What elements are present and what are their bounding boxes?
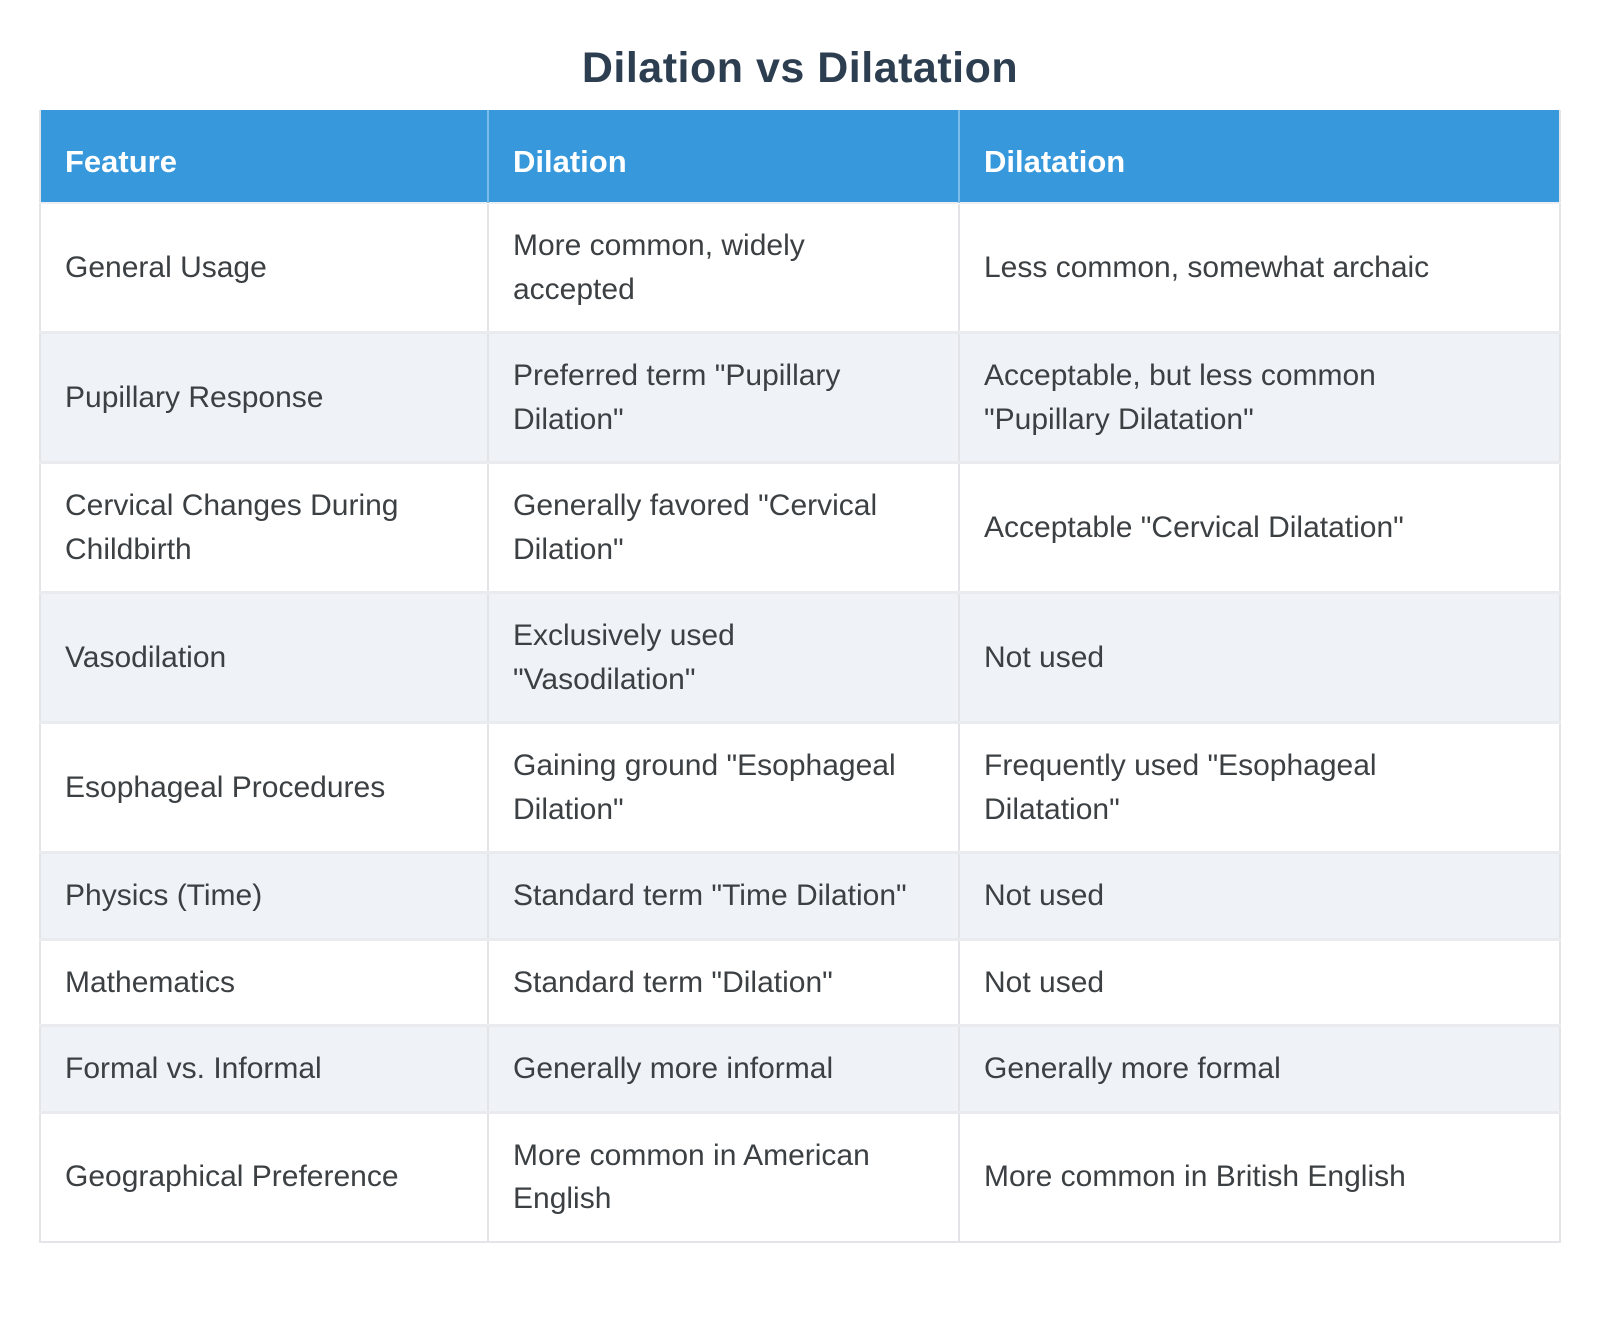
feature-cell: Geographical Preference: [40, 1110, 489, 1242]
table-row: Physics (Time) Standard term "Time Dilat…: [40, 851, 1560, 939]
feature-cell: Cervical Changes During Childbirth: [40, 461, 489, 593]
dilatation-cell: Not used: [959, 937, 1560, 1026]
feature-cell: Physics (Time): [40, 851, 489, 939]
dilation-cell: Preferred term "Pupillary Dilation": [488, 331, 960, 463]
dilation-cell: Gaining ground "Esophageal Dilation": [488, 721, 960, 853]
column-header-dilation: Dilation: [488, 110, 960, 203]
column-header-dilatation: Dilatation: [959, 110, 1560, 203]
dilation-cell: Exclusively used "Vasodilation": [488, 591, 960, 723]
table-row: Esophageal Procedures Gaining ground "Es…: [40, 721, 1560, 853]
header-row: Feature Dilation Dilatation: [40, 110, 1560, 203]
page-title: Dilation vs Dilatation: [581, 44, 1019, 92]
dilatation-cell: Not used: [959, 591, 1560, 723]
feature-cell: Vasodilation: [40, 591, 489, 723]
table-row: General Usage More common, widely accept…: [40, 202, 1560, 333]
dilatation-cell: Acceptable "Cervical Dilatation": [959, 461, 1560, 593]
dilatation-cell: Not used: [959, 851, 1560, 939]
feature-cell: Mathematics: [40, 937, 489, 1026]
feature-cell: General Usage: [40, 202, 489, 333]
dilation-cell: More common, widely accepted: [488, 202, 960, 333]
table-row: Cervical Changes During Childbirth Gener…: [40, 461, 1560, 593]
comparison-table: Feature Dilation Dilatation General Usag…: [39, 110, 1561, 1243]
dilatation-cell: More common in British English: [959, 1110, 1560, 1242]
dilatation-cell: Generally more formal: [959, 1024, 1560, 1112]
table-row: Vasodilation Exclusively used "Vasodilat…: [40, 591, 1560, 723]
page: Dilation vs Dilatation Feature Dilation …: [0, 44, 1600, 1243]
dilation-cell: Standard term "Time Dilation": [488, 851, 960, 939]
column-header-feature: Feature: [40, 110, 489, 203]
dilation-cell: More common in American English: [488, 1110, 960, 1242]
table-row: Formal vs. Informal Generally more infor…: [40, 1024, 1560, 1112]
dilation-cell: Generally more informal: [488, 1024, 960, 1112]
table-row: Geographical Preference More common in A…: [40, 1110, 1560, 1242]
dilatation-cell: Frequently used "Esophageal Dilatation": [959, 721, 1560, 853]
dilatation-cell: Acceptable, but less common "Pupillary D…: [959, 331, 1560, 463]
table-row: Mathematics Standard term "Dilation" Not…: [40, 937, 1560, 1026]
dilation-cell: Generally favored "Cervical Dilation": [488, 461, 960, 593]
dilation-cell: Standard term "Dilation": [488, 937, 960, 1026]
table-row: Pupillary Response Preferred term "Pupil…: [40, 331, 1560, 463]
dilatation-cell: Less common, somewhat archaic: [959, 202, 1560, 333]
feature-cell: Formal vs. Informal: [40, 1024, 489, 1112]
feature-cell: Pupillary Response: [40, 331, 489, 463]
feature-cell: Esophageal Procedures: [40, 721, 489, 853]
